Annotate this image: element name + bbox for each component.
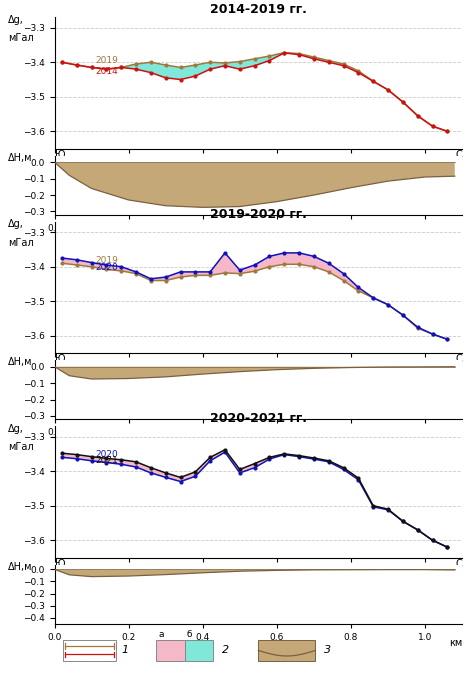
Text: 2020: 2020 (95, 263, 118, 272)
Text: 3: 3 (324, 645, 331, 655)
Text: б: б (187, 630, 192, 639)
Text: С: С (456, 355, 462, 364)
Text: Δg,: Δg, (8, 423, 24, 434)
Text: 1: 1 (122, 645, 129, 655)
Text: С: С (456, 559, 462, 569)
Title: 2020-2021 гг.: 2020-2021 гг. (210, 412, 307, 425)
Text: Δg,: Δg, (8, 15, 24, 25)
Text: 2014: 2014 (95, 67, 118, 76)
Bar (63, 640, 116, 661)
Text: Δg,: Δg, (8, 219, 24, 229)
Text: а: а (158, 630, 164, 639)
Text: мГал: мГал (8, 237, 33, 248)
Text: км: км (449, 434, 462, 444)
Text: мГал: мГал (8, 442, 33, 452)
Title: 2014-2019 гг.: 2014-2019 гг. (210, 3, 307, 16)
Text: 2019: 2019 (95, 256, 118, 265)
Bar (185, 640, 213, 661)
Text: 2020: 2020 (95, 450, 118, 459)
Bar (258, 640, 315, 661)
Text: С: С (456, 150, 462, 160)
Title: 2019-2020 гг.: 2019-2020 гг. (210, 208, 307, 221)
Text: Ю: Ю (55, 559, 65, 569)
Text: ΔН,м: ΔН,м (8, 357, 32, 367)
Bar (156, 640, 185, 661)
Text: км: км (449, 230, 462, 239)
Text: Ю: Ю (55, 355, 65, 364)
Text: мГал: мГал (8, 33, 33, 43)
Text: ΔН,м: ΔН,м (8, 561, 32, 572)
Text: ΔН,м: ΔН,м (8, 153, 32, 162)
Text: 2019: 2019 (95, 56, 118, 65)
Text: 2: 2 (222, 645, 229, 655)
Text: 2021: 2021 (95, 456, 118, 465)
Text: км: км (449, 638, 462, 648)
Text: Ю: Ю (55, 150, 65, 160)
